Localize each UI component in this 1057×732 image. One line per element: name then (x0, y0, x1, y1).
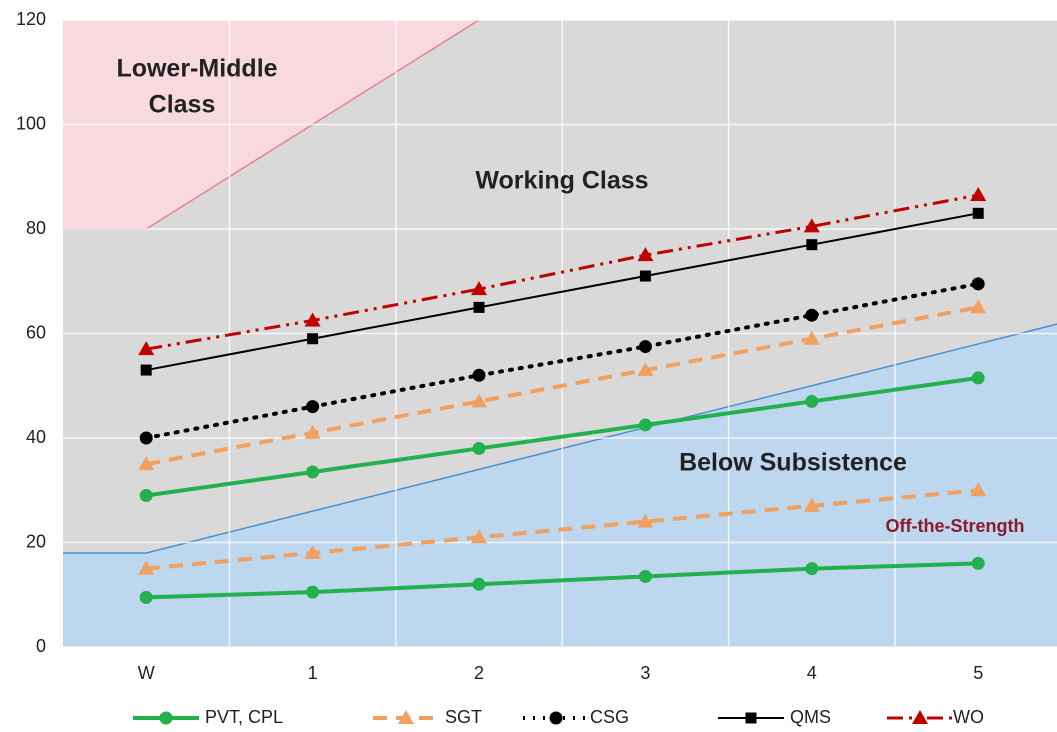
x-tick-label: 4 (807, 663, 817, 683)
marker (306, 585, 320, 599)
marker (637, 247, 654, 262)
marker (140, 364, 152, 376)
marker (471, 529, 487, 544)
region-label: Class (149, 91, 216, 119)
marker (304, 544, 321, 559)
marker (398, 710, 414, 724)
marker (912, 710, 928, 724)
marker (139, 488, 153, 502)
marker (139, 431, 153, 445)
legend-label: QMS (790, 707, 831, 727)
marker (637, 513, 654, 528)
marker (304, 312, 321, 327)
marker (806, 239, 818, 251)
marker (803, 218, 820, 233)
y-tick-label: 100 (16, 113, 46, 133)
marker (970, 299, 987, 314)
marker (307, 333, 319, 345)
legend-label: WO (953, 707, 984, 727)
marker (138, 456, 155, 471)
x-tick-label: W (138, 663, 155, 683)
marker (472, 577, 486, 591)
marker (805, 394, 819, 408)
marker (139, 590, 153, 604)
y-tick-label: 0 (36, 636, 46, 656)
marker (304, 424, 321, 439)
y-tick-label: 60 (26, 322, 46, 342)
marker (639, 270, 651, 282)
marker (471, 393, 487, 408)
marker (803, 497, 820, 512)
marker (971, 277, 985, 291)
region-label: Lower-Middle (116, 55, 277, 83)
y-tick-label: 20 (26, 531, 46, 551)
series-line (144, 281, 981, 440)
marker (472, 368, 486, 382)
marker (638, 340, 652, 354)
annotation: Off-the-Strength (886, 516, 1025, 536)
legend-label: CSG (590, 707, 629, 727)
marker (471, 281, 487, 296)
x-tick-label: 3 (640, 663, 650, 683)
marker (745, 712, 757, 724)
y-tick-label: 40 (26, 427, 46, 447)
marker (970, 482, 987, 497)
annotation: Working Class (475, 167, 648, 195)
marker (803, 330, 820, 345)
series-line (145, 193, 979, 351)
marker (637, 362, 654, 377)
marker (159, 711, 173, 725)
marker (972, 207, 984, 219)
legend-label: PVT, CPL (205, 707, 283, 727)
marker (138, 560, 155, 575)
marker (805, 308, 819, 322)
y-tick-label: 120 (16, 9, 46, 29)
marker (805, 562, 819, 576)
series-line (145, 305, 979, 467)
series-line (145, 375, 979, 498)
plot (63, 20, 1057, 647)
legend-label: SGT (445, 707, 482, 727)
marker (549, 711, 563, 725)
marker (638, 569, 652, 583)
marker (306, 465, 320, 479)
marker (970, 187, 987, 202)
x-tick-label: 5 (973, 663, 983, 683)
marker (138, 341, 155, 356)
x-tick-label: 2 (474, 663, 484, 683)
x-tick-label: 1 (308, 663, 318, 683)
series-line (146, 212, 979, 372)
series-line (146, 561, 979, 600)
marker (638, 418, 652, 432)
y-tick-label: 80 (26, 218, 46, 238)
marker (971, 371, 985, 385)
marker (306, 400, 320, 414)
region-edge (63, 20, 481, 230)
marker (971, 556, 985, 570)
marker (473, 301, 485, 313)
marker (472, 441, 486, 455)
region-label: Below Subsistence (679, 449, 907, 477)
series-line (146, 488, 979, 571)
